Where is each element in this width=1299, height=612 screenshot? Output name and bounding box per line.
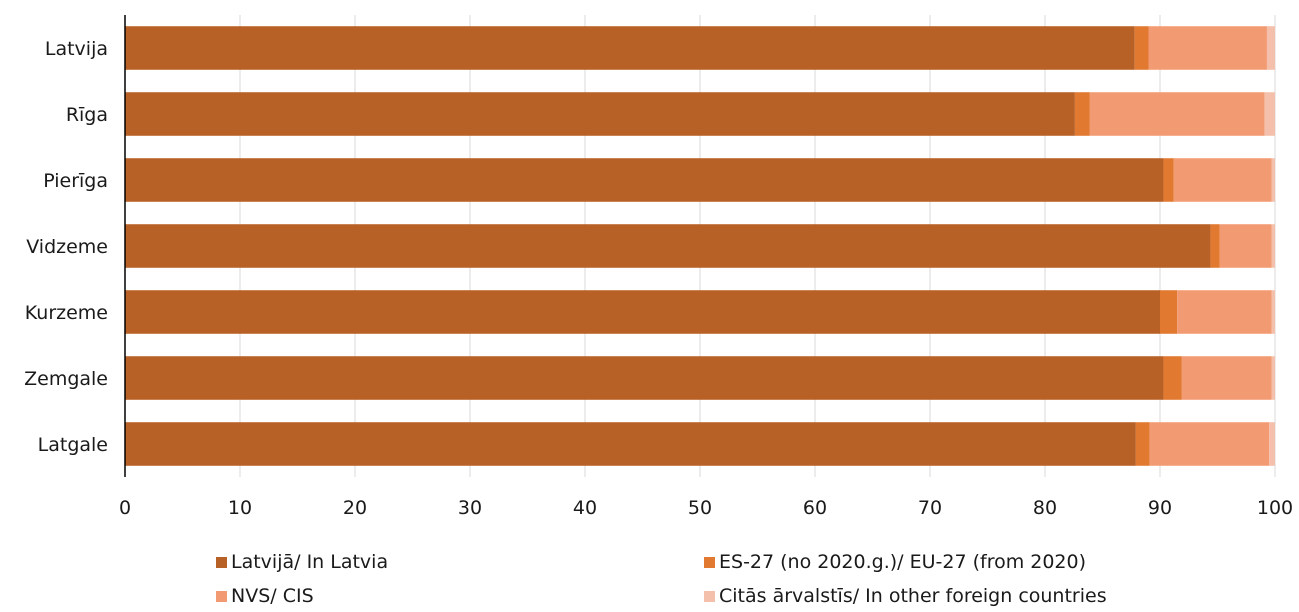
- bar-segment: [1271, 290, 1275, 334]
- category-label: Pierīga: [43, 170, 108, 192]
- category-label: Kurzeme: [25, 302, 108, 324]
- bar-segment: [125, 224, 1211, 268]
- bar-segment: [1177, 290, 1272, 334]
- category-label: Vidzeme: [26, 236, 108, 258]
- x-tick-label: 50: [688, 497, 712, 519]
- bar-segment: [1264, 92, 1275, 136]
- bar-segment: [1269, 422, 1275, 466]
- x-tick-label: 70: [918, 497, 942, 519]
- category-label: Latvija: [45, 38, 108, 60]
- category-label: Zemgale: [24, 368, 108, 390]
- bar-segment: [1163, 158, 1174, 202]
- bar-segment: [1163, 356, 1182, 400]
- bar-segment: [125, 158, 1164, 202]
- x-tick-label: 30: [458, 497, 482, 519]
- x-tick-label: 10: [228, 497, 252, 519]
- category-label: Rīga: [66, 104, 108, 126]
- bar-segment: [1160, 290, 1178, 334]
- bar-segment: [1089, 92, 1265, 136]
- bar-segment: [1271, 158, 1275, 202]
- bar-segment: [1173, 158, 1272, 202]
- bar-segment: [125, 356, 1164, 400]
- bar-segment: [125, 92, 1075, 136]
- x-tick-label: 40: [573, 497, 597, 519]
- x-tick-label: 100: [1257, 497, 1293, 519]
- bar-segment: [125, 26, 1135, 70]
- x-tick-label: 0: [119, 497, 131, 519]
- bar-segment: [1149, 422, 1270, 466]
- bar-segment: [1148, 26, 1267, 70]
- category-label: Latgale: [38, 434, 108, 456]
- bar-segment: [1210, 224, 1220, 268]
- bar-segment: [1266, 26, 1275, 70]
- bar-segment: [125, 422, 1136, 466]
- bar-segment: [1271, 356, 1275, 400]
- bar-segment: [1219, 224, 1272, 268]
- x-tick-label: 20: [343, 497, 367, 519]
- x-tick-label: 80: [1033, 497, 1057, 519]
- bar-segment: [1271, 224, 1275, 268]
- bar-segment: [1135, 422, 1150, 466]
- bar-segment: [1074, 92, 1090, 136]
- x-tick-label: 60: [803, 497, 827, 519]
- x-tick-label: 90: [1148, 497, 1172, 519]
- bar-segment: [1181, 356, 1272, 400]
- bar-segment: [1134, 26, 1149, 70]
- bar-segment: [125, 290, 1160, 334]
